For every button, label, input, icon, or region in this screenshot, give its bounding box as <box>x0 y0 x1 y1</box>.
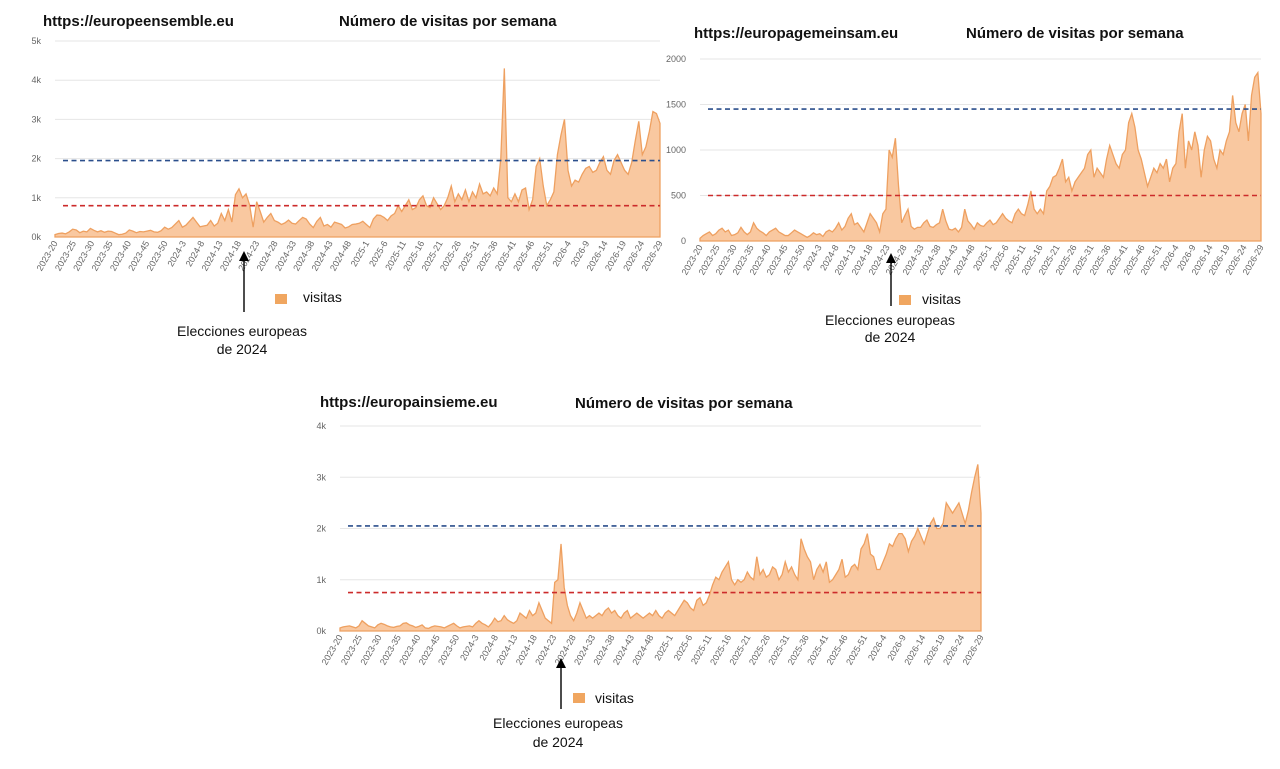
chart-europainsieme: https://europainsieme.eu Número de visit… <box>316 394 985 750</box>
legend-label: visitas <box>303 289 342 305</box>
annotation-line-1: Elecciones europeas <box>825 312 955 328</box>
legend-marker <box>899 295 911 305</box>
annotation-line-2: de 2024 <box>217 341 268 357</box>
plot-area: 0k1k2k3k4k5k2023-202023-252023-302023-35… <box>31 36 664 273</box>
plot-area: 0k1k2k3k4k2023-202023-252023-302023-3520… <box>316 421 985 667</box>
legend-marker <box>275 294 287 304</box>
y-tick-label: 4k <box>31 75 41 85</box>
legend-label: visitas <box>595 690 634 706</box>
y-tick-label: 3k <box>31 114 41 124</box>
chart-title: Número de visitas por semana <box>575 395 793 412</box>
chart-europeensemble: https://europeensemble.eu Número de visi… <box>31 13 664 357</box>
annotation-line-2: de 2024 <box>865 329 916 345</box>
y-tick-label: 500 <box>671 191 686 201</box>
y-tick-label: 1k <box>31 193 41 203</box>
chart-title: Número de visitas por semana <box>339 13 557 30</box>
site-label: https://europeensemble.eu <box>43 13 234 30</box>
site-label: https://europagemeinsam.eu <box>694 25 898 42</box>
y-tick-label: 2k <box>31 154 41 164</box>
chart-europagemeinsam: https://europagemeinsam.eu Número de vis… <box>666 25 1266 345</box>
y-tick-label: 0k <box>31 232 41 242</box>
plot-area: 05001000150020002023-202023-252023-30202… <box>666 54 1266 277</box>
y-tick-label: 5k <box>31 36 41 46</box>
chart-title: Número de visitas por semana <box>966 25 1184 42</box>
series-area-visitas <box>339 464 982 632</box>
y-tick-label: 2k <box>316 524 326 534</box>
y-tick-label: 0 <box>681 236 686 246</box>
annotation-line-1: Elecciones europeas <box>493 715 623 731</box>
y-tick-label: 0k <box>316 626 326 636</box>
y-tick-label: 1000 <box>666 145 686 155</box>
annotation-line-1: Elecciones europeas <box>177 323 307 339</box>
y-tick-label: 1500 <box>666 100 686 110</box>
legend-label: visitas <box>922 291 961 307</box>
legend-marker <box>573 693 585 703</box>
annotation-line-2: de 2024 <box>533 734 584 750</box>
y-tick-label: 1k <box>316 575 326 585</box>
site-label: https://europainsieme.eu <box>320 394 498 411</box>
y-tick-label: 4k <box>316 421 326 431</box>
y-tick-label: 2000 <box>666 54 686 64</box>
series-area-visitas <box>699 70 1262 242</box>
series-area-visitas <box>54 68 661 238</box>
y-tick-label: 3k <box>316 472 326 482</box>
